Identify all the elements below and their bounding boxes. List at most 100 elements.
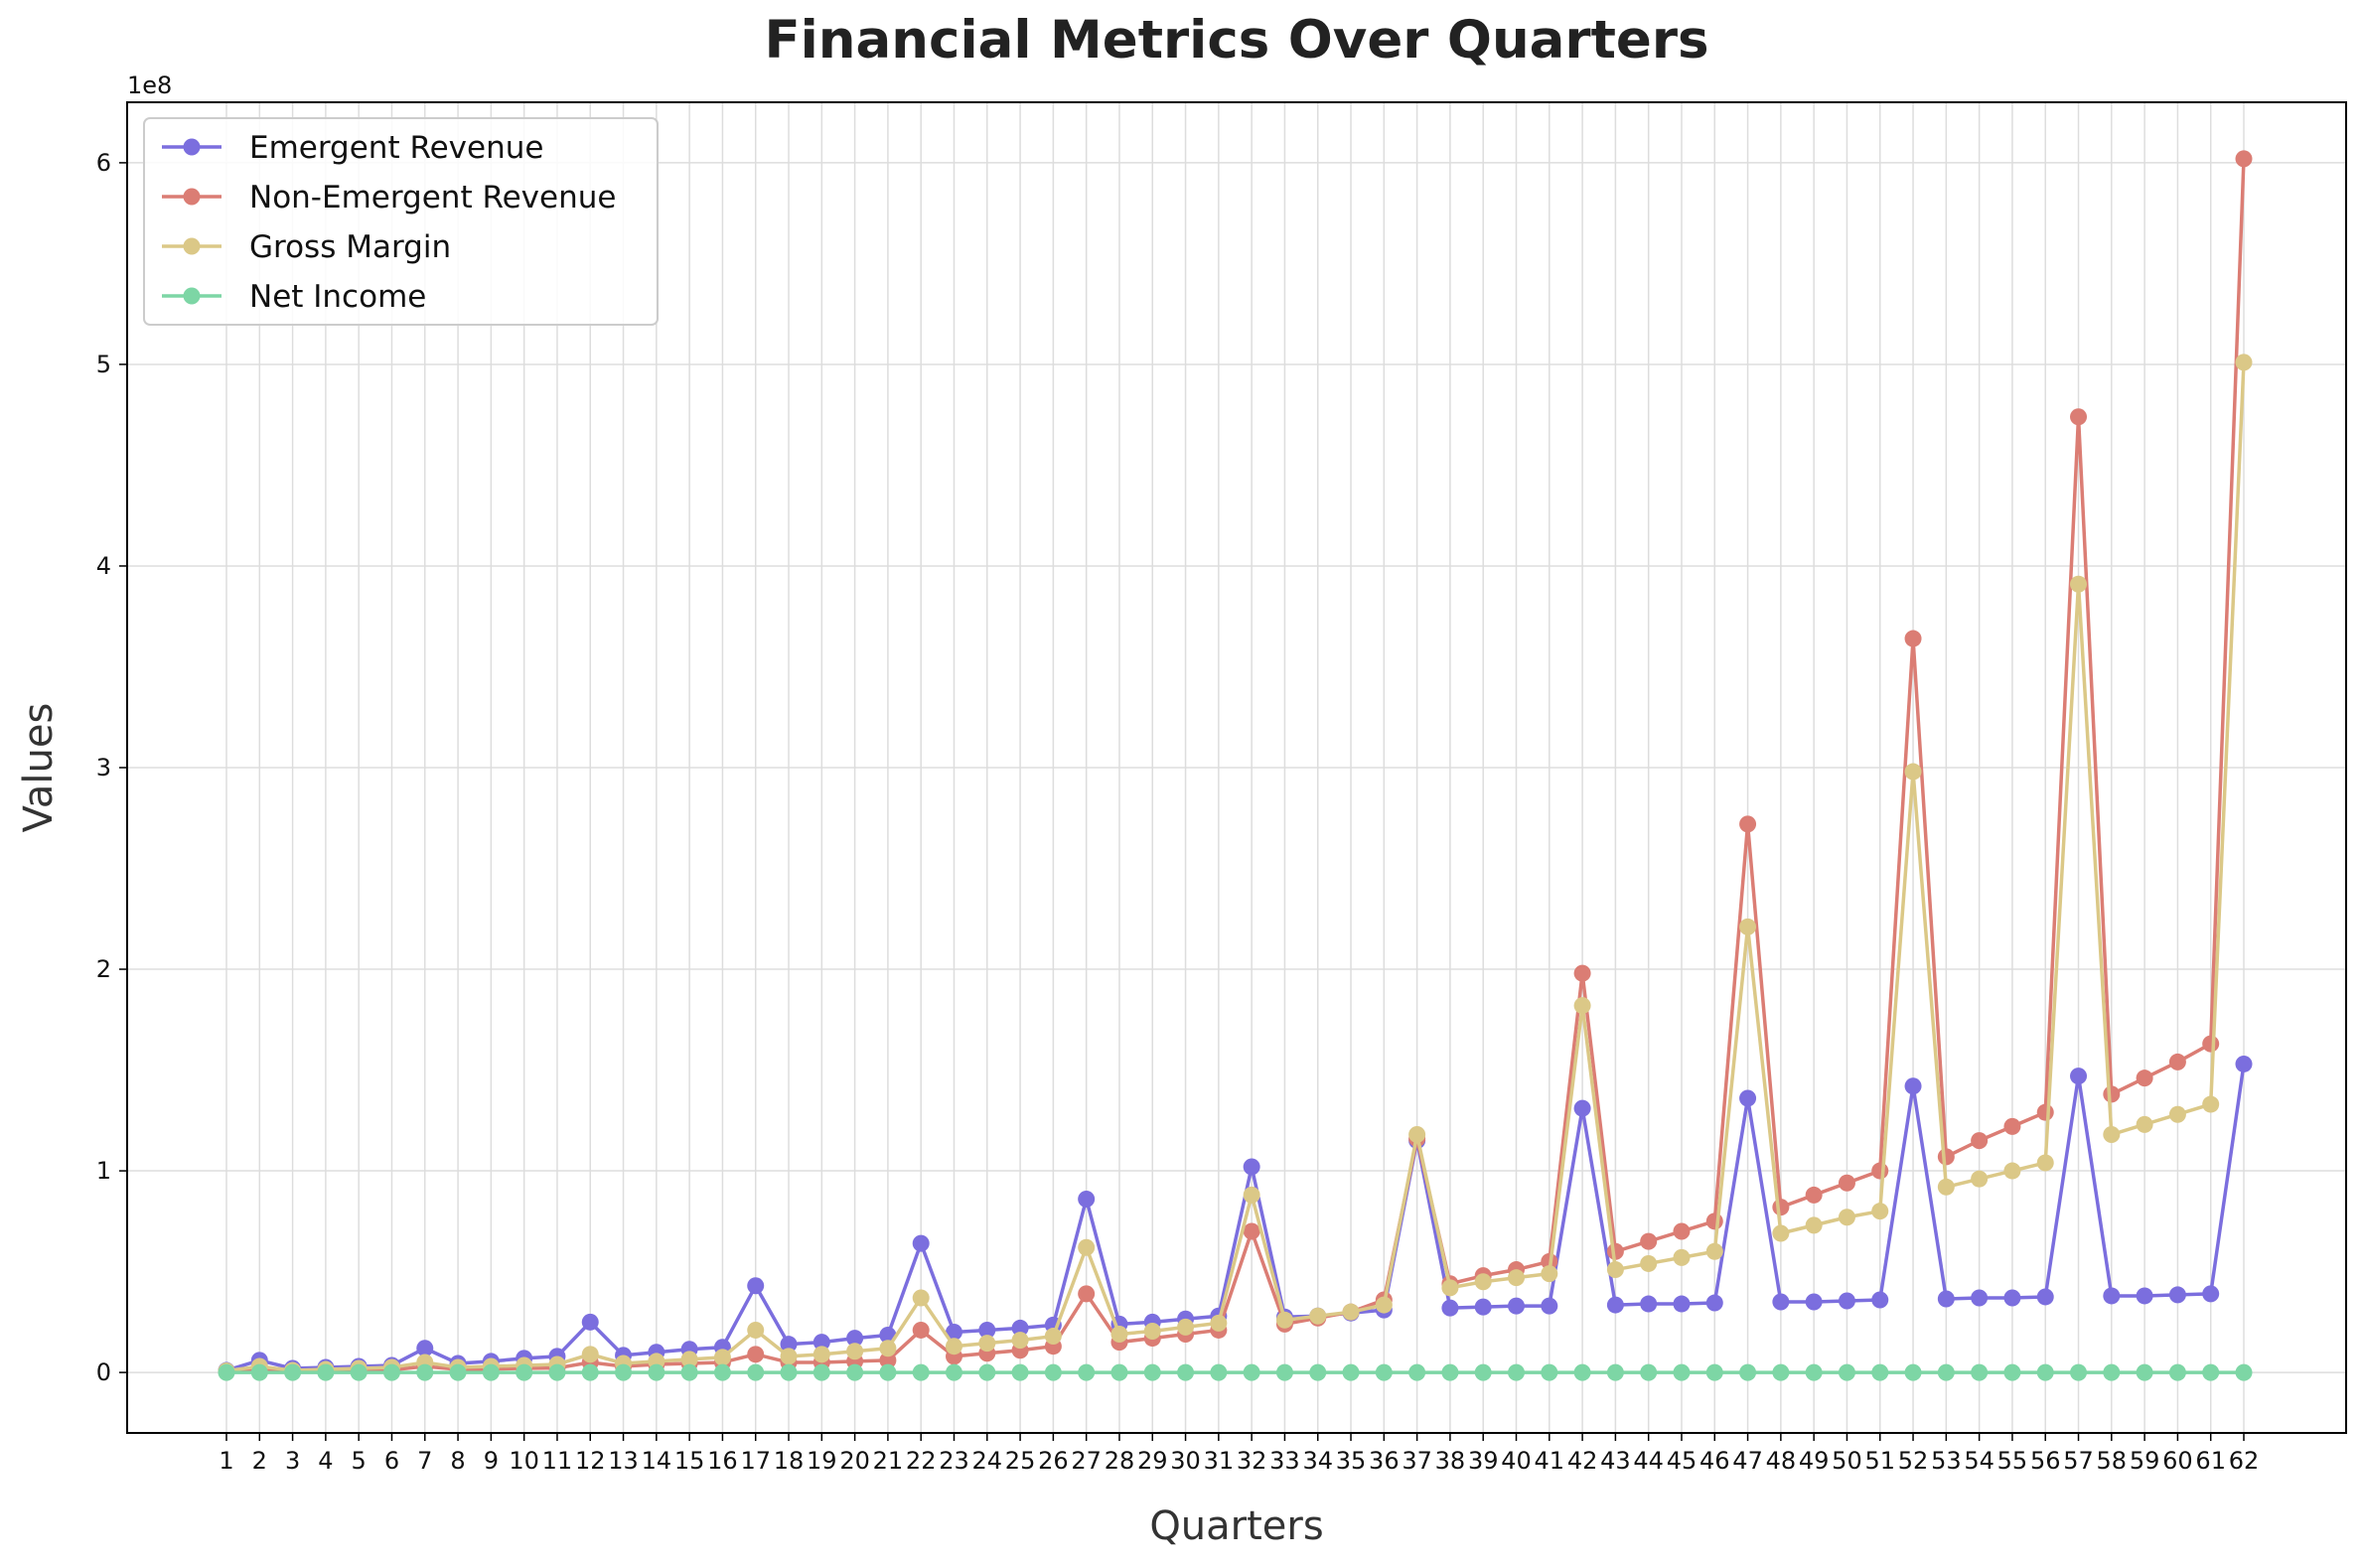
- data-point-gross-margin: [1408, 1126, 1426, 1144]
- data-point-gross-margin: [713, 1349, 731, 1366]
- legend-label-net-income: Net Income: [249, 279, 426, 315]
- x-tick-label: 7: [417, 1447, 432, 1475]
- data-point-emergent-revenue: [416, 1340, 434, 1357]
- data-point-net-income: [1243, 1363, 1260, 1381]
- data-point-gross-margin: [2003, 1162, 2021, 1180]
- data-point-emergent-revenue: [1971, 1289, 1989, 1307]
- x-tick-label: 28: [1105, 1447, 1135, 1475]
- data-point-net-income: [2136, 1363, 2153, 1381]
- y-axis-offset-label: 1e8: [127, 71, 172, 99]
- data-point-non-emergent-revenue: [2235, 150, 2253, 168]
- data-point-gross-margin: [2070, 575, 2088, 593]
- ticks: 1 2 3 4 5 6 7 8 9 10 11 12 13 14 15 16 17 18 19 20 21 22 23 24 2…: [96, 149, 2260, 1475]
- x-tick-label: 11: [542, 1447, 573, 1475]
- data-point-net-income: [846, 1363, 864, 1381]
- x-tick-label: 22: [906, 1447, 937, 1475]
- data-point-non-emergent-revenue: [1573, 964, 1591, 982]
- data-point-net-income: [615, 1363, 633, 1381]
- data-point-net-income: [879, 1363, 897, 1381]
- data-point-net-income: [416, 1363, 434, 1381]
- data-point-non-emergent-revenue: [1937, 1148, 1955, 1166]
- data-point-emergent-revenue: [1673, 1295, 1691, 1313]
- x-tick-label: 48: [1766, 1447, 1797, 1475]
- data-point-gross-margin: [2235, 354, 2253, 371]
- data-point-non-emergent-revenue: [1705, 1212, 1723, 1230]
- x-tick-label: 6: [384, 1447, 399, 1475]
- data-point-emergent-revenue: [1838, 1292, 1855, 1310]
- data-point-emergent-revenue: [1871, 1291, 1889, 1309]
- chart-title: Financial Metrics Over Quarters: [764, 10, 1708, 71]
- x-tick-label: 62: [2229, 1447, 2260, 1475]
- data-point-gross-margin: [1705, 1242, 1723, 1260]
- x-tick-label: 14: [642, 1447, 672, 1475]
- data-point-gross-margin: [1673, 1248, 1691, 1266]
- data-point-net-income: [1937, 1363, 1955, 1381]
- data-point-non-emergent-revenue: [1805, 1186, 1823, 1204]
- data-point-net-income: [978, 1363, 996, 1381]
- data-point-net-income: [1110, 1363, 1128, 1381]
- data-point-emergent-revenue: [1705, 1294, 1723, 1312]
- x-tick-label: 50: [1832, 1447, 1862, 1475]
- data-point-net-income: [1441, 1363, 1459, 1381]
- y-tick-label: 1: [96, 1157, 111, 1185]
- x-tick-label: 9: [484, 1447, 499, 1475]
- data-point-net-income: [1210, 1363, 1228, 1381]
- x-tick-label: 3: [285, 1447, 300, 1475]
- data-point-gross-margin: [1078, 1238, 1096, 1256]
- data-point-gross-margin: [1441, 1279, 1459, 1297]
- data-point-emergent-revenue: [1474, 1298, 1492, 1316]
- data-point-non-emergent-revenue: [2168, 1053, 2186, 1070]
- data-point-non-emergent-revenue: [1078, 1285, 1096, 1303]
- data-point-gross-margin: [1971, 1170, 1989, 1188]
- legend-marker-emergent-revenue: [183, 138, 201, 156]
- x-tick-label: 10: [509, 1447, 539, 1475]
- legend-marker-gross-margin: [183, 237, 201, 255]
- data-point-emergent-revenue: [1805, 1293, 1823, 1311]
- x-tick-label: 46: [1699, 1447, 1730, 1475]
- data-point-gross-margin: [1640, 1254, 1658, 1272]
- y-tick-label: 3: [96, 754, 111, 782]
- data-point-net-income: [747, 1363, 765, 1381]
- data-point-non-emergent-revenue: [2136, 1069, 2153, 1087]
- x-tick-label: 31: [1204, 1447, 1235, 1475]
- data-point-emergent-revenue: [1011, 1319, 1029, 1337]
- data-point-non-emergent-revenue: [1772, 1199, 1790, 1216]
- legend-marker-non-emergent-revenue: [183, 188, 201, 206]
- data-point-gross-margin: [1937, 1178, 1955, 1196]
- data-point-emergent-revenue: [2136, 1287, 2153, 1305]
- legend-label-emergent-revenue: Emergent Revenue: [249, 130, 543, 166]
- data-point-emergent-revenue: [846, 1330, 864, 1348]
- data-point-net-income: [1640, 1363, 1658, 1381]
- x-tick-label: 4: [318, 1447, 333, 1475]
- data-point-gross-margin: [747, 1321, 765, 1339]
- data-point-gross-margin: [1772, 1224, 1790, 1242]
- x-tick-label: 42: [1567, 1447, 1598, 1475]
- data-point-emergent-revenue: [1441, 1299, 1459, 1317]
- x-tick-label: 45: [1667, 1447, 1698, 1475]
- data-point-gross-margin: [1838, 1209, 1855, 1226]
- x-tick-label: 25: [1005, 1447, 1036, 1475]
- data-point-net-income: [516, 1363, 533, 1381]
- data-point-net-income: [1044, 1363, 1062, 1381]
- y-tick-label: 6: [96, 149, 111, 177]
- data-point-net-income: [449, 1363, 467, 1381]
- data-point-non-emergent-revenue: [1871, 1162, 1889, 1180]
- x-tick-label: 32: [1237, 1447, 1267, 1475]
- x-tick-label: 8: [450, 1447, 465, 1475]
- data-point-gross-margin: [1177, 1318, 1195, 1336]
- data-point-non-emergent-revenue: [2103, 1085, 2121, 1103]
- data-point-emergent-revenue: [2103, 1287, 2121, 1305]
- data-point-gross-margin: [780, 1348, 798, 1365]
- data-point-non-emergent-revenue: [1838, 1174, 1855, 1192]
- data-point-emergent-revenue: [978, 1321, 996, 1339]
- data-point-net-income: [780, 1363, 798, 1381]
- data-point-net-income: [1541, 1363, 1558, 1381]
- x-tick-label: 60: [2162, 1447, 2193, 1475]
- data-point-emergent-revenue: [1739, 1089, 1757, 1107]
- x-tick-label: 18: [774, 1447, 805, 1475]
- data-point-gross-margin: [1739, 918, 1757, 935]
- data-point-net-income: [713, 1363, 731, 1381]
- data-point-gross-margin: [1044, 1328, 1062, 1346]
- data-point-net-income: [1375, 1363, 1393, 1381]
